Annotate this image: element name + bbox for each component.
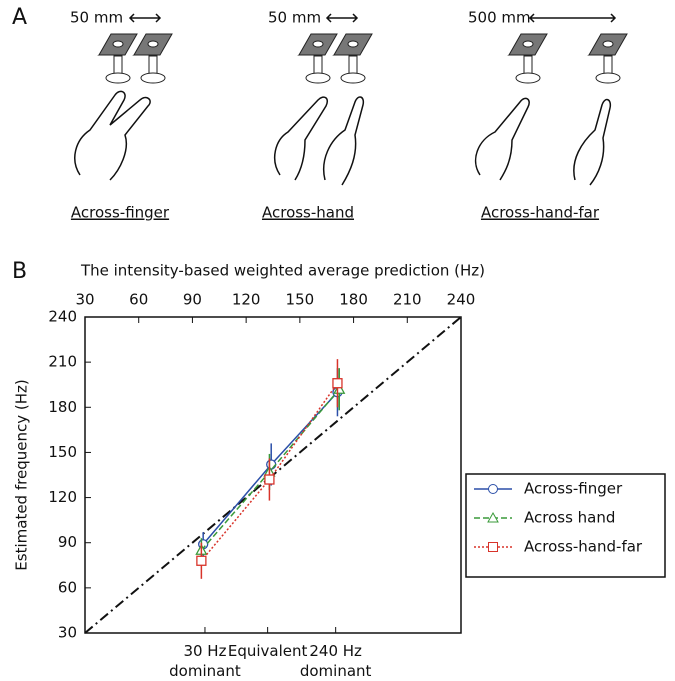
x-tick-label: 90	[183, 291, 202, 309]
distance-label: 500 mm	[468, 9, 531, 27]
legend-box	[465, 473, 666, 578]
category-label: 240 Hz dominant	[299, 642, 372, 680]
arrow	[325, 13, 359, 23]
legend-marker	[487, 511, 499, 523]
y-tick-label: 120	[48, 488, 77, 506]
stem	[348, 55, 358, 75]
legend-marker	[488, 542, 498, 552]
base	[595, 72, 621, 84]
plot-frame	[84, 316, 462, 634]
panel-label: B	[12, 259, 27, 284]
contactor	[347, 40, 359, 48]
arrow	[528, 13, 617, 23]
contactor	[147, 40, 159, 48]
category-label: 30 Hz dominant	[169, 642, 241, 680]
y-tick-label: 90	[58, 533, 77, 551]
stem	[603, 55, 613, 75]
stem	[313, 55, 323, 75]
hand	[474, 97, 530, 181]
contactor	[522, 40, 534, 48]
hand	[323, 96, 365, 186]
y-tick-label: 180	[48, 398, 77, 416]
x-tick-label: 150	[286, 291, 315, 309]
hand	[74, 90, 151, 181]
base	[105, 72, 131, 84]
arrows	[128, 13, 617, 23]
x-tick-label: 60	[129, 291, 148, 309]
panel-label: A	[12, 5, 27, 30]
marker	[266, 459, 277, 470]
hands	[74, 90, 612, 186]
y-tick-label: 150	[48, 443, 77, 461]
base	[515, 72, 541, 84]
distance-label: 50 mm	[70, 9, 123, 27]
marker	[196, 555, 207, 566]
stem	[523, 55, 533, 75]
x-tick-label: 30	[75, 291, 94, 309]
category-label: Equivalent	[227, 642, 308, 660]
y-tick-label: 60	[58, 578, 77, 596]
y-tick-label: 210	[48, 353, 77, 371]
arrow	[128, 13, 162, 23]
condition-name: Across-finger	[71, 204, 170, 222]
x-tick-label: 180	[339, 291, 368, 309]
x-tick-label: 210	[393, 291, 422, 309]
hand	[573, 98, 612, 186]
condition-name: Across-hand	[262, 204, 354, 222]
y-axis-title: Estimated frequency (Hz)	[13, 379, 31, 570]
x-tick-label: 120	[232, 291, 261, 309]
contactor	[602, 40, 614, 48]
legend-marker	[488, 484, 498, 494]
x-axis-title: The intensity-based weighted average pre…	[80, 262, 485, 280]
distance-label: 50 mm	[268, 9, 321, 27]
legend-label: Across-finger	[524, 480, 623, 498]
series	[196, 359, 343, 579]
marker	[332, 378, 343, 389]
contactor	[112, 40, 124, 48]
y-tick-label: 240	[48, 308, 77, 326]
base	[140, 72, 166, 84]
contactor	[312, 40, 324, 48]
hand	[273, 96, 329, 181]
stem	[113, 55, 123, 75]
legend-label: Across hand	[524, 509, 615, 527]
stem	[148, 55, 158, 75]
y-tick-label: 30	[58, 624, 77, 642]
legend-label: Across-hand-far	[524, 538, 643, 556]
base	[340, 72, 366, 84]
condition-name: Across-hand-far	[481, 204, 600, 222]
x-tick-label: 240	[447, 291, 476, 309]
marker	[264, 474, 275, 485]
base	[305, 72, 331, 84]
